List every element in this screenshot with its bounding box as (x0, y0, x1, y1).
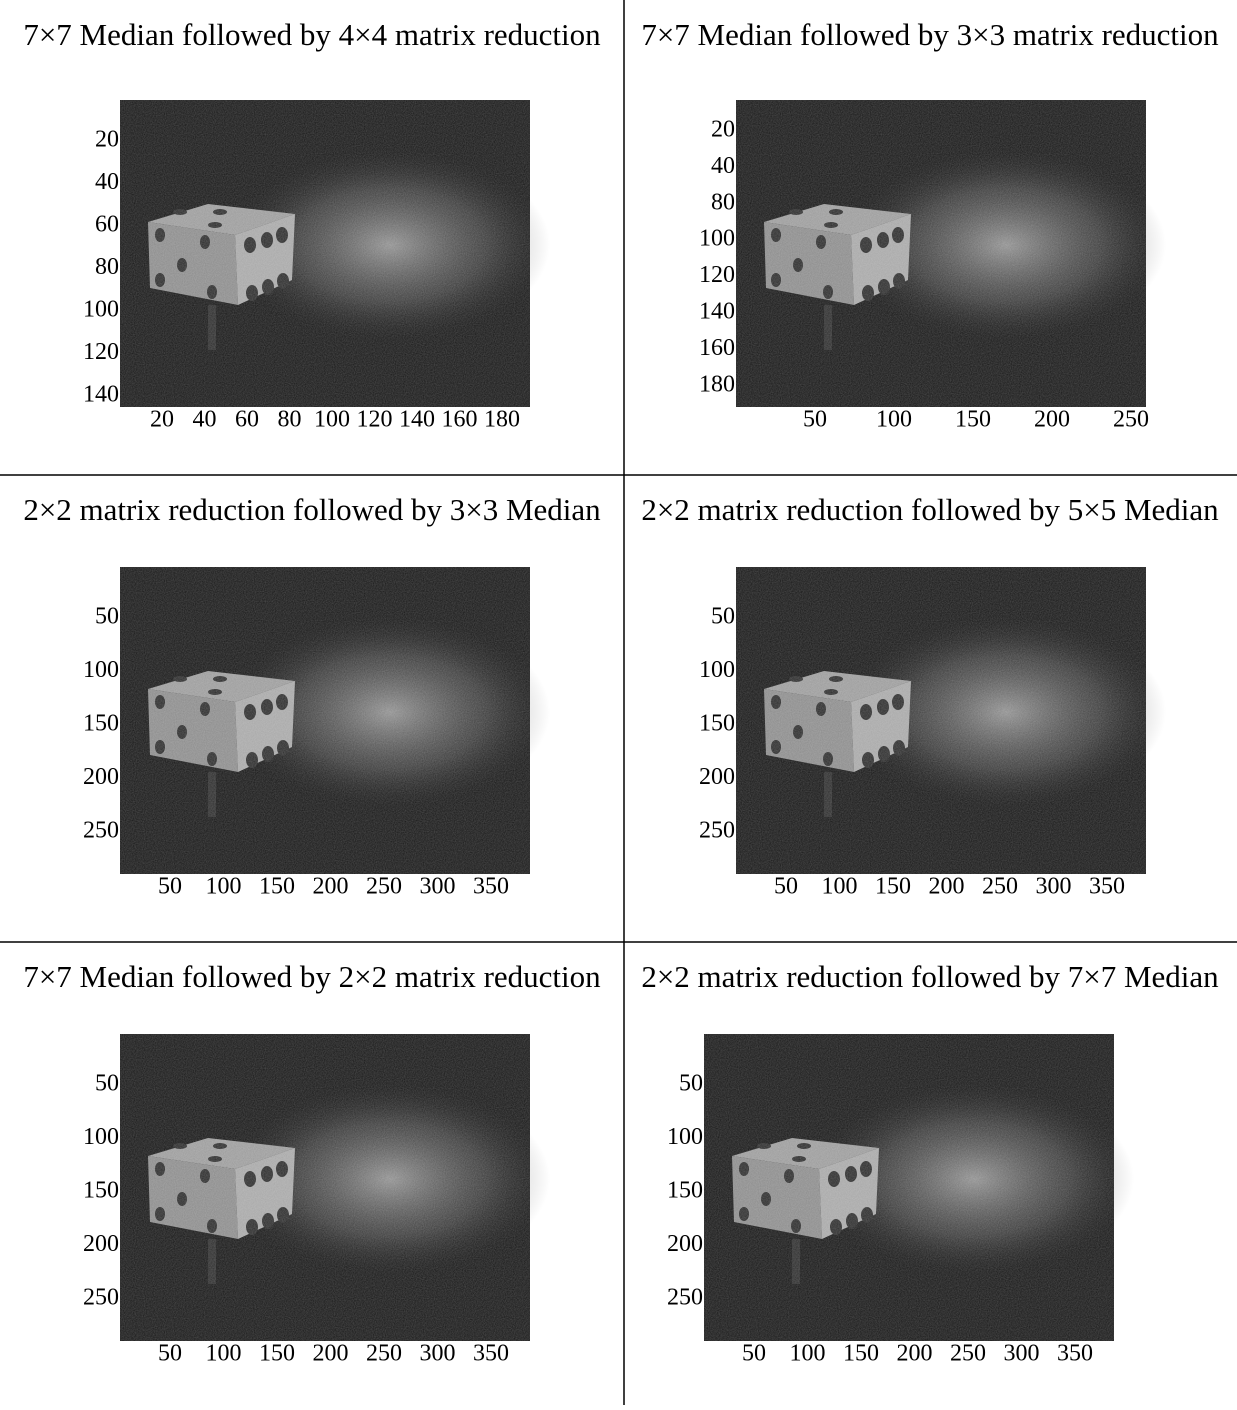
x-tick-label: 200 (897, 1341, 933, 1367)
y-tick-label: 150 (699, 711, 735, 737)
x-tick-label: 150 (955, 407, 991, 433)
x-tick-label: 350 (1057, 1341, 1093, 1367)
x-tick-label: 20 (150, 407, 174, 433)
x-tick-label: 300 (420, 874, 456, 900)
x-tick-label: 200 (929, 874, 965, 900)
x-tick-label: 300 (1004, 1341, 1040, 1367)
y-tick-label: 140 (699, 299, 735, 325)
x-tick-label: 300 (1036, 874, 1072, 900)
x-tick-label: 100 (822, 874, 858, 900)
panel-title: 2×2 matrix reduction followed by 3×3 Med… (23, 492, 601, 527)
x-tick-label: 200 (313, 1341, 349, 1367)
panel: 2×2 matrix reduction followed by 3×3 Med… (23, 492, 601, 900)
panel: 7×7 Median followed by 4×4 matrix reduct… (23, 17, 601, 433)
x-tick-label: 250 (366, 874, 402, 900)
x-tick-label: 250 (982, 874, 1018, 900)
y-tick-label: 80 (711, 189, 735, 215)
x-tick-label: 100 (314, 407, 350, 433)
x-tick-label: 60 (235, 407, 259, 433)
y-tick-label: 100 (83, 1124, 119, 1150)
x-tick-label: 300 (420, 1341, 456, 1367)
panel-image (736, 567, 1166, 874)
x-tick-label: 50 (158, 874, 182, 900)
panel-title: 2×2 matrix reduction followed by 7×7 Med… (641, 959, 1219, 994)
x-tick-label: 50 (742, 1341, 766, 1367)
x-tick-label: 50 (803, 407, 827, 433)
panel-image (704, 1034, 1134, 1341)
x-tick-label: 350 (473, 874, 509, 900)
x-tick-label: 100 (790, 1341, 826, 1367)
y-tick-label: 120 (699, 262, 735, 288)
y-tick-label: 250 (83, 1285, 119, 1311)
y-tick-label: 100 (699, 226, 735, 252)
x-tick-label: 200 (313, 874, 349, 900)
y-tick-label: 250 (83, 818, 119, 844)
y-tick-label: 250 (667, 1285, 703, 1311)
panel: 2×2 matrix reduction followed by 7×7 Med… (641, 959, 1219, 1367)
y-tick-label: 80 (95, 254, 119, 280)
y-tick-label: 200 (83, 764, 119, 790)
x-tick-label: 50 (158, 1341, 182, 1367)
x-tick-label: 150 (875, 874, 911, 900)
x-tick-label: 150 (259, 1341, 295, 1367)
y-tick-label: 250 (699, 818, 735, 844)
y-tick-label: 40 (95, 169, 119, 195)
y-tick-label: 160 (699, 335, 735, 361)
y-tick-label: 60 (95, 212, 119, 238)
y-tick-label: 150 (667, 1178, 703, 1204)
x-tick-label: 100 (206, 1341, 242, 1367)
x-tick-label: 100 (876, 407, 912, 433)
panel-image (120, 100, 550, 407)
x-tick-label: 40 (193, 407, 217, 433)
panel-title: 7×7 Median followed by 2×2 matrix reduct… (23, 959, 601, 994)
y-tick-label: 100 (699, 657, 735, 683)
panel-title: 7×7 Median followed by 4×4 matrix reduct… (23, 17, 601, 52)
y-tick-label: 50 (95, 604, 119, 630)
panel-image (120, 567, 550, 874)
x-tick-label: 80 (278, 407, 302, 433)
y-tick-label: 150 (83, 1178, 119, 1204)
y-tick-label: 140 (83, 382, 119, 408)
y-tick-label: 50 (679, 1071, 703, 1097)
x-tick-label: 200 (1034, 407, 1070, 433)
x-tick-label: 140 (399, 407, 435, 433)
x-tick-label: 250 (950, 1341, 986, 1367)
y-tick-label: 40 (711, 153, 735, 179)
x-tick-label: 160 (442, 407, 478, 433)
y-tick-label: 20 (95, 127, 119, 153)
x-tick-label: 350 (1089, 874, 1125, 900)
x-tick-label: 150 (259, 874, 295, 900)
x-tick-label: 120 (357, 407, 393, 433)
y-tick-label: 100 (83, 657, 119, 683)
panel: 7×7 Median followed by 3×3 matrix reduct… (641, 17, 1219, 433)
y-tick-label: 100 (83, 297, 119, 323)
y-tick-label: 200 (83, 1231, 119, 1257)
y-tick-label: 50 (711, 604, 735, 630)
y-tick-label: 50 (95, 1071, 119, 1097)
y-tick-label: 200 (667, 1231, 703, 1257)
y-tick-label: 20 (711, 117, 735, 143)
x-tick-label: 250 (366, 1341, 402, 1367)
x-tick-label: 150 (843, 1341, 879, 1367)
x-tick-label: 50 (774, 874, 798, 900)
panel-title: 2×2 matrix reduction followed by 5×5 Med… (641, 492, 1219, 527)
y-tick-label: 180 (699, 371, 735, 397)
y-tick-label: 200 (699, 764, 735, 790)
x-tick-label: 250 (1113, 407, 1149, 433)
panel: 2×2 matrix reduction followed by 5×5 Med… (641, 492, 1219, 900)
y-tick-label: 100 (667, 1124, 703, 1150)
y-tick-label: 150 (83, 711, 119, 737)
panel-image (736, 100, 1166, 407)
panel-image (120, 1034, 550, 1341)
y-tick-label: 120 (83, 339, 119, 365)
panel-title: 7×7 Median followed by 3×3 matrix reduct… (641, 17, 1219, 52)
x-tick-label: 100 (206, 874, 242, 900)
x-tick-label: 180 (484, 407, 520, 433)
panel: 7×7 Median followed by 2×2 matrix reduct… (23, 959, 601, 1367)
x-tick-label: 350 (473, 1341, 509, 1367)
